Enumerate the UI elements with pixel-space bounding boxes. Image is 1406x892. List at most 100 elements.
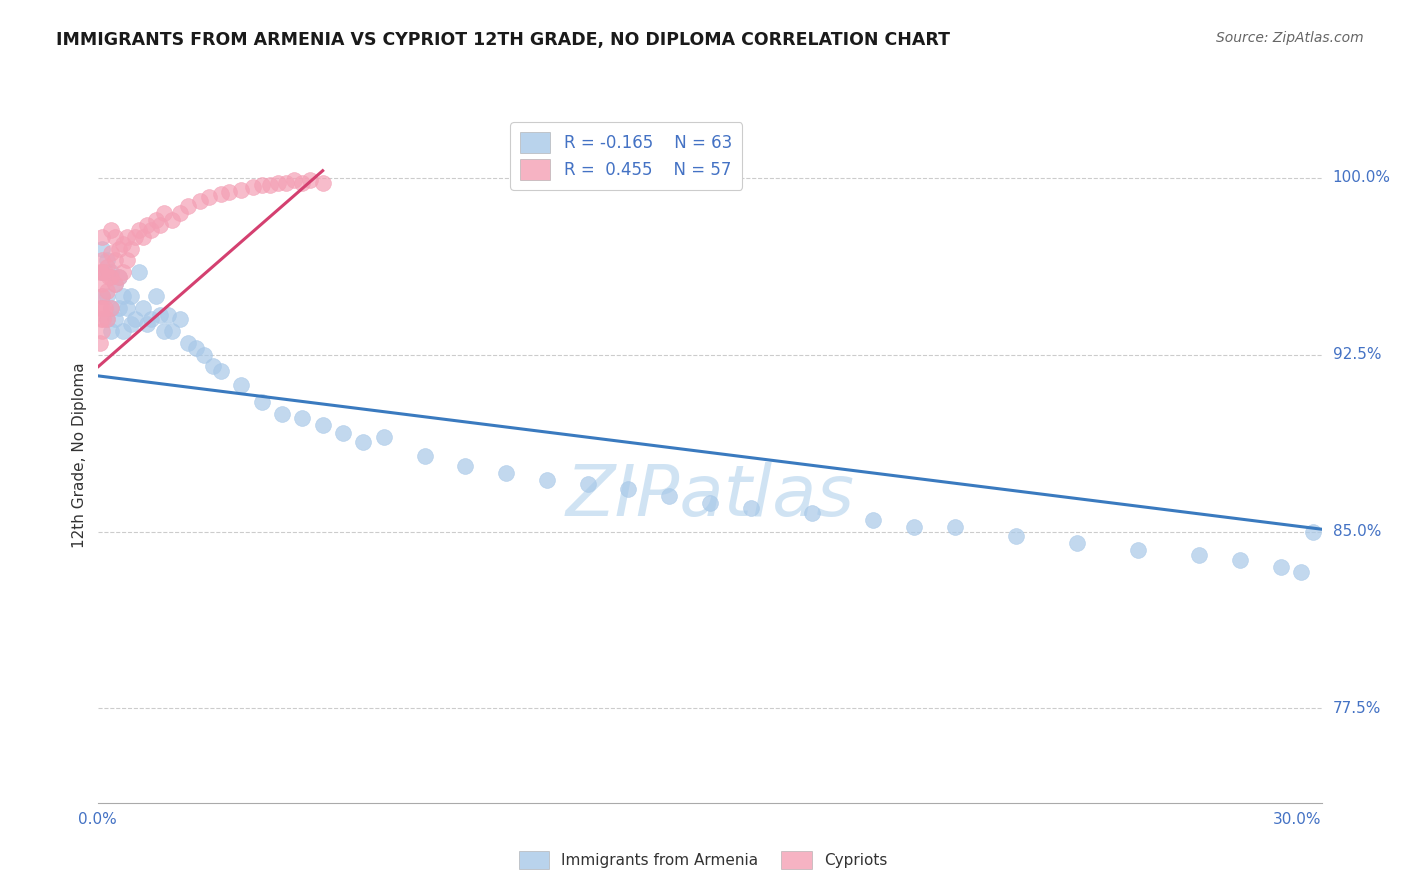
Point [132, 301, 155, 315]
Point [141, 312, 163, 326]
Point [93, 301, 115, 315]
Point [149, 218, 172, 232]
Point [250, 395, 273, 409]
Point [169, 206, 191, 220]
Point [177, 199, 200, 213]
Point [96, 312, 118, 326]
Text: 0.0%: 0.0% [79, 813, 117, 827]
Point [658, 489, 681, 503]
Point [1188, 548, 1211, 562]
Point [91, 242, 114, 256]
Point [93, 265, 115, 279]
Point [124, 229, 146, 244]
Point [1066, 536, 1088, 550]
Point [169, 312, 191, 326]
Point [91, 289, 114, 303]
Point [136, 317, 159, 331]
Point [91, 312, 114, 326]
Point [145, 289, 167, 303]
Text: 77.5%: 77.5% [1333, 701, 1381, 716]
Point [188, 194, 212, 209]
Text: IMMIGRANTS FROM ARMENIA VS CYPRIOT 12TH GRADE, NO DIPLOMA CORRELATION CHART: IMMIGRANTS FROM ARMENIA VS CYPRIOT 12TH … [56, 31, 950, 49]
Point [152, 206, 174, 220]
Point [1291, 565, 1313, 579]
Point [115, 253, 138, 268]
Point [108, 269, 131, 284]
Point [104, 229, 127, 244]
Point [193, 348, 215, 362]
Point [201, 359, 224, 374]
Point [152, 324, 174, 338]
Point [89, 265, 111, 279]
Point [90, 289, 112, 303]
Point [231, 378, 253, 392]
Text: 85.0%: 85.0% [1333, 524, 1381, 539]
Point [141, 222, 163, 236]
Point [132, 229, 155, 244]
Point [115, 229, 138, 244]
Text: 92.5%: 92.5% [1333, 347, 1381, 362]
Text: 30.0%: 30.0% [1274, 813, 1322, 827]
Point [862, 513, 884, 527]
Point [495, 466, 517, 480]
Point [128, 222, 150, 236]
Point [97, 269, 120, 284]
Point [91, 253, 114, 268]
Point [186, 341, 208, 355]
Point [96, 260, 118, 275]
Y-axis label: 12th Grade, No Diploma: 12th Grade, No Diploma [72, 362, 87, 548]
Point [124, 312, 146, 326]
Point [96, 253, 118, 268]
Point [536, 473, 558, 487]
Point [197, 189, 219, 203]
Point [291, 411, 314, 425]
Point [1128, 543, 1150, 558]
Point [91, 229, 114, 244]
Point [89, 301, 111, 315]
Point [231, 183, 253, 197]
Point [270, 407, 294, 421]
Point [1004, 529, 1026, 543]
Point [312, 176, 335, 190]
Point [617, 482, 640, 496]
Point [91, 301, 114, 315]
Point [1302, 524, 1324, 539]
Point [115, 301, 138, 315]
Point [156, 308, 179, 322]
Point [96, 312, 118, 326]
Text: 100.0%: 100.0% [1333, 170, 1391, 186]
Point [111, 289, 134, 303]
Point [96, 284, 118, 298]
Point [576, 477, 599, 491]
Point [100, 222, 122, 236]
Point [89, 335, 111, 350]
Point [100, 269, 122, 284]
Point [209, 187, 232, 202]
Point [91, 265, 114, 279]
Point [108, 242, 131, 256]
Point [699, 496, 721, 510]
Point [291, 176, 314, 190]
Point [100, 265, 122, 279]
Point [96, 289, 118, 303]
Point [801, 506, 824, 520]
Point [903, 520, 925, 534]
Text: ZIPatlas: ZIPatlas [565, 462, 855, 531]
Point [177, 335, 200, 350]
Point [104, 253, 127, 268]
Point [943, 520, 966, 534]
Point [90, 312, 112, 326]
Point [373, 430, 395, 444]
Point [104, 312, 127, 326]
Point [332, 425, 354, 440]
Text: Source: ZipAtlas.com: Source: ZipAtlas.com [1216, 31, 1364, 45]
Point [413, 449, 436, 463]
Point [352, 434, 374, 449]
Point [218, 185, 240, 199]
Point [128, 265, 150, 279]
Point [454, 458, 477, 473]
Point [91, 277, 114, 291]
Point [104, 277, 127, 291]
Point [100, 246, 122, 260]
Legend: R = -0.165    N = 63, R =  0.455    N = 57: R = -0.165 N = 63, R = 0.455 N = 57 [510, 122, 742, 190]
